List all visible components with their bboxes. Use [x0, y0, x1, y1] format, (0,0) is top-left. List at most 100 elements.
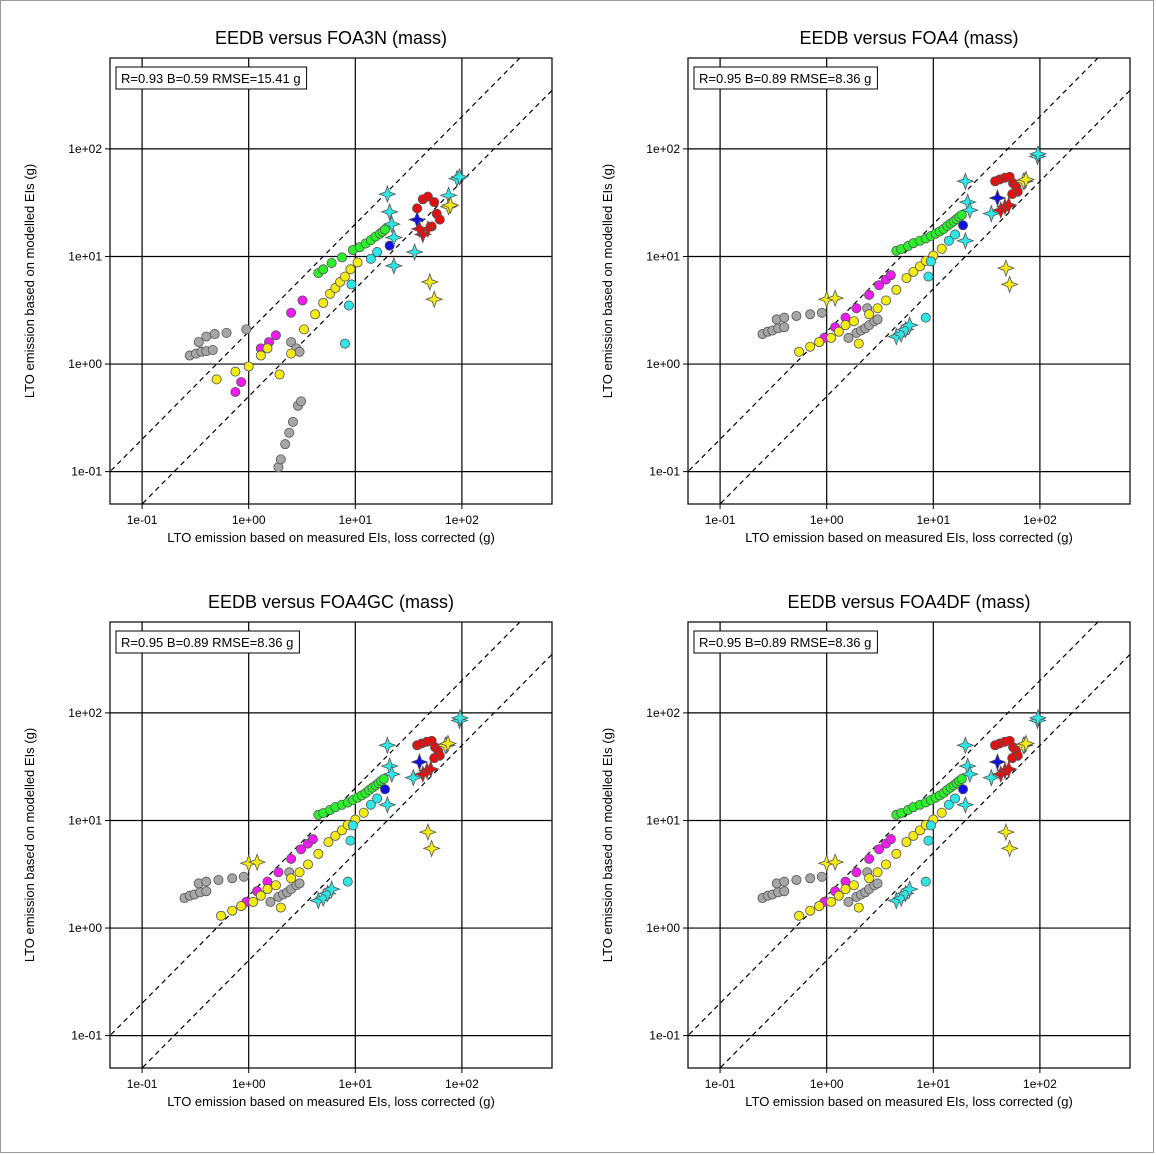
data-point-magenta	[885, 270, 896, 281]
stats-box-frame	[115, 630, 300, 654]
data-star-yellow	[996, 822, 1016, 842]
data-point-yellow	[262, 884, 273, 895]
data-star-cyan	[900, 315, 919, 335]
data-star-yellow	[1016, 734, 1036, 753]
data-star-cyan	[450, 167, 469, 187]
data-point-green	[380, 224, 391, 235]
data-point-yellow	[236, 901, 247, 912]
data-point-cyan	[943, 235, 954, 246]
y-tick-label: 1e+00	[68, 357, 102, 371]
data-point-grey	[779, 876, 790, 887]
data-point-red	[1007, 189, 1018, 200]
y-tick-label: 1e+00	[68, 921, 102, 935]
data-star-cyan	[956, 795, 975, 814]
x-tick-label: 1e+01	[338, 1077, 372, 1091]
data-point-magenta	[286, 307, 297, 318]
data-point-grey	[843, 896, 854, 907]
data-point-blue	[384, 240, 395, 251]
reference-line	[141, 653, 552, 1068]
x-tick-label: 1e+02	[1023, 1077, 1057, 1091]
stats-box: R=0.95 B=0.89 RMSE=8.36 g	[693, 66, 878, 90]
data-point-magenta	[230, 386, 241, 397]
data-point-cyan	[923, 835, 934, 846]
data-point-magenta	[270, 330, 281, 341]
data-point-magenta	[864, 289, 875, 300]
data-point-yellow	[833, 890, 844, 901]
axes-frame	[109, 621, 553, 1069]
data-point-grey	[201, 331, 212, 342]
data-star-cyan	[384, 256, 404, 275]
data-star-cyan	[956, 172, 975, 191]
data-point-cyan	[920, 312, 931, 323]
x-tick-label: 1e+01	[338, 513, 372, 527]
y-tick-label: 1e-01	[71, 1029, 102, 1043]
data-point-magenta	[851, 867, 862, 878]
x-axis-label: LTO emission based on measured EIs, loss…	[167, 1094, 495, 1109]
y-tick-label: 1e+01	[646, 249, 680, 263]
chart-panel-2: EEDB versus FOA4 (mass) 1e-01 1e+00 1e+01 1e…	[600, 28, 1131, 545]
data-point-grey	[201, 886, 212, 897]
data-point-yellow	[853, 338, 864, 349]
data-point-yellow	[275, 902, 286, 913]
data-point-grey	[816, 307, 827, 318]
y-tick-label: 1e-01	[649, 1029, 680, 1043]
x-tick-label: 1e+00	[232, 1077, 266, 1091]
data-star-cyan	[382, 214, 401, 234]
data-point-magenta	[236, 377, 247, 388]
chart-title: EEDB versus FOA4 (mass)	[799, 28, 1018, 48]
data-point-yellow	[216, 910, 227, 921]
y-tick-label: 1e+00	[646, 357, 680, 371]
x-tick-label: 1e+02	[445, 513, 479, 527]
x-tick-label: 1e-01	[705, 1077, 736, 1091]
data-star-red	[999, 759, 1018, 779]
x-axis-label: LTO emission based on measured EIs, loss…	[745, 1094, 1073, 1109]
data-star-cyan	[384, 228, 404, 247]
data-star-yellow	[425, 290, 444, 309]
data-point-cyan	[372, 793, 383, 804]
data-point-red	[429, 197, 440, 208]
data-point-grey	[294, 346, 305, 357]
data-point-grey	[209, 329, 220, 340]
data-point-magenta	[864, 853, 875, 864]
data-point-grey	[201, 876, 212, 887]
data-point-yellow	[840, 884, 851, 895]
y-tick-label: 1e+00	[646, 921, 680, 935]
data-point-yellow	[901, 273, 912, 284]
data-point-green	[956, 209, 967, 220]
y-tick-label: 1e+02	[646, 706, 680, 720]
data-star-cyan	[982, 204, 1001, 223]
data-point-yellow	[901, 837, 912, 848]
data-point-yellow	[881, 859, 892, 870]
plot-area	[110, 622, 552, 1068]
data-star-yellow	[825, 288, 845, 308]
data-star-cyan	[380, 202, 399, 222]
data-star-cyan	[982, 768, 1001, 787]
y-tick-label: 1e+02	[68, 706, 102, 720]
reference-line	[688, 58, 1099, 473]
data-star-cyan	[956, 736, 975, 755]
data-point-yellow	[864, 873, 875, 884]
x-tick-label: 1e+01	[916, 513, 950, 527]
x-tick-label: 1e-01	[127, 1077, 158, 1091]
data-point-grey	[779, 322, 790, 333]
chart-panel-3: EEDB versus FOA4GC (mass) 1e-01 1e+00 1e+01…	[22, 592, 553, 1109]
data-point-cyan	[365, 799, 376, 810]
data-point-grey	[221, 327, 232, 338]
data-star-yellow	[247, 852, 267, 872]
chart-title: EEDB versus FOA4DF (mass)	[787, 592, 1030, 612]
y-axis-label: LTO emission based on modelled EIs (g)	[600, 164, 615, 398]
data-star-cyan	[378, 736, 397, 755]
stats-box: R=0.95 B=0.89 RMSE=8.36 g	[693, 630, 878, 654]
data-point-grey	[294, 878, 305, 889]
data-point-grey	[280, 439, 291, 450]
data-star-blue	[988, 752, 1007, 772]
chart-panel-4: EEDB versus FOA4DF (mass) 1e-01 1e+00 1e+01…	[600, 592, 1131, 1109]
data-point-grey	[791, 310, 802, 321]
data-point-yellow	[352, 257, 363, 268]
data-point-blue	[380, 784, 391, 795]
data-star-cyan	[960, 200, 979, 220]
data-point-cyan	[339, 338, 350, 349]
data-point-grey	[207, 345, 218, 356]
data-point-grey	[241, 324, 252, 335]
